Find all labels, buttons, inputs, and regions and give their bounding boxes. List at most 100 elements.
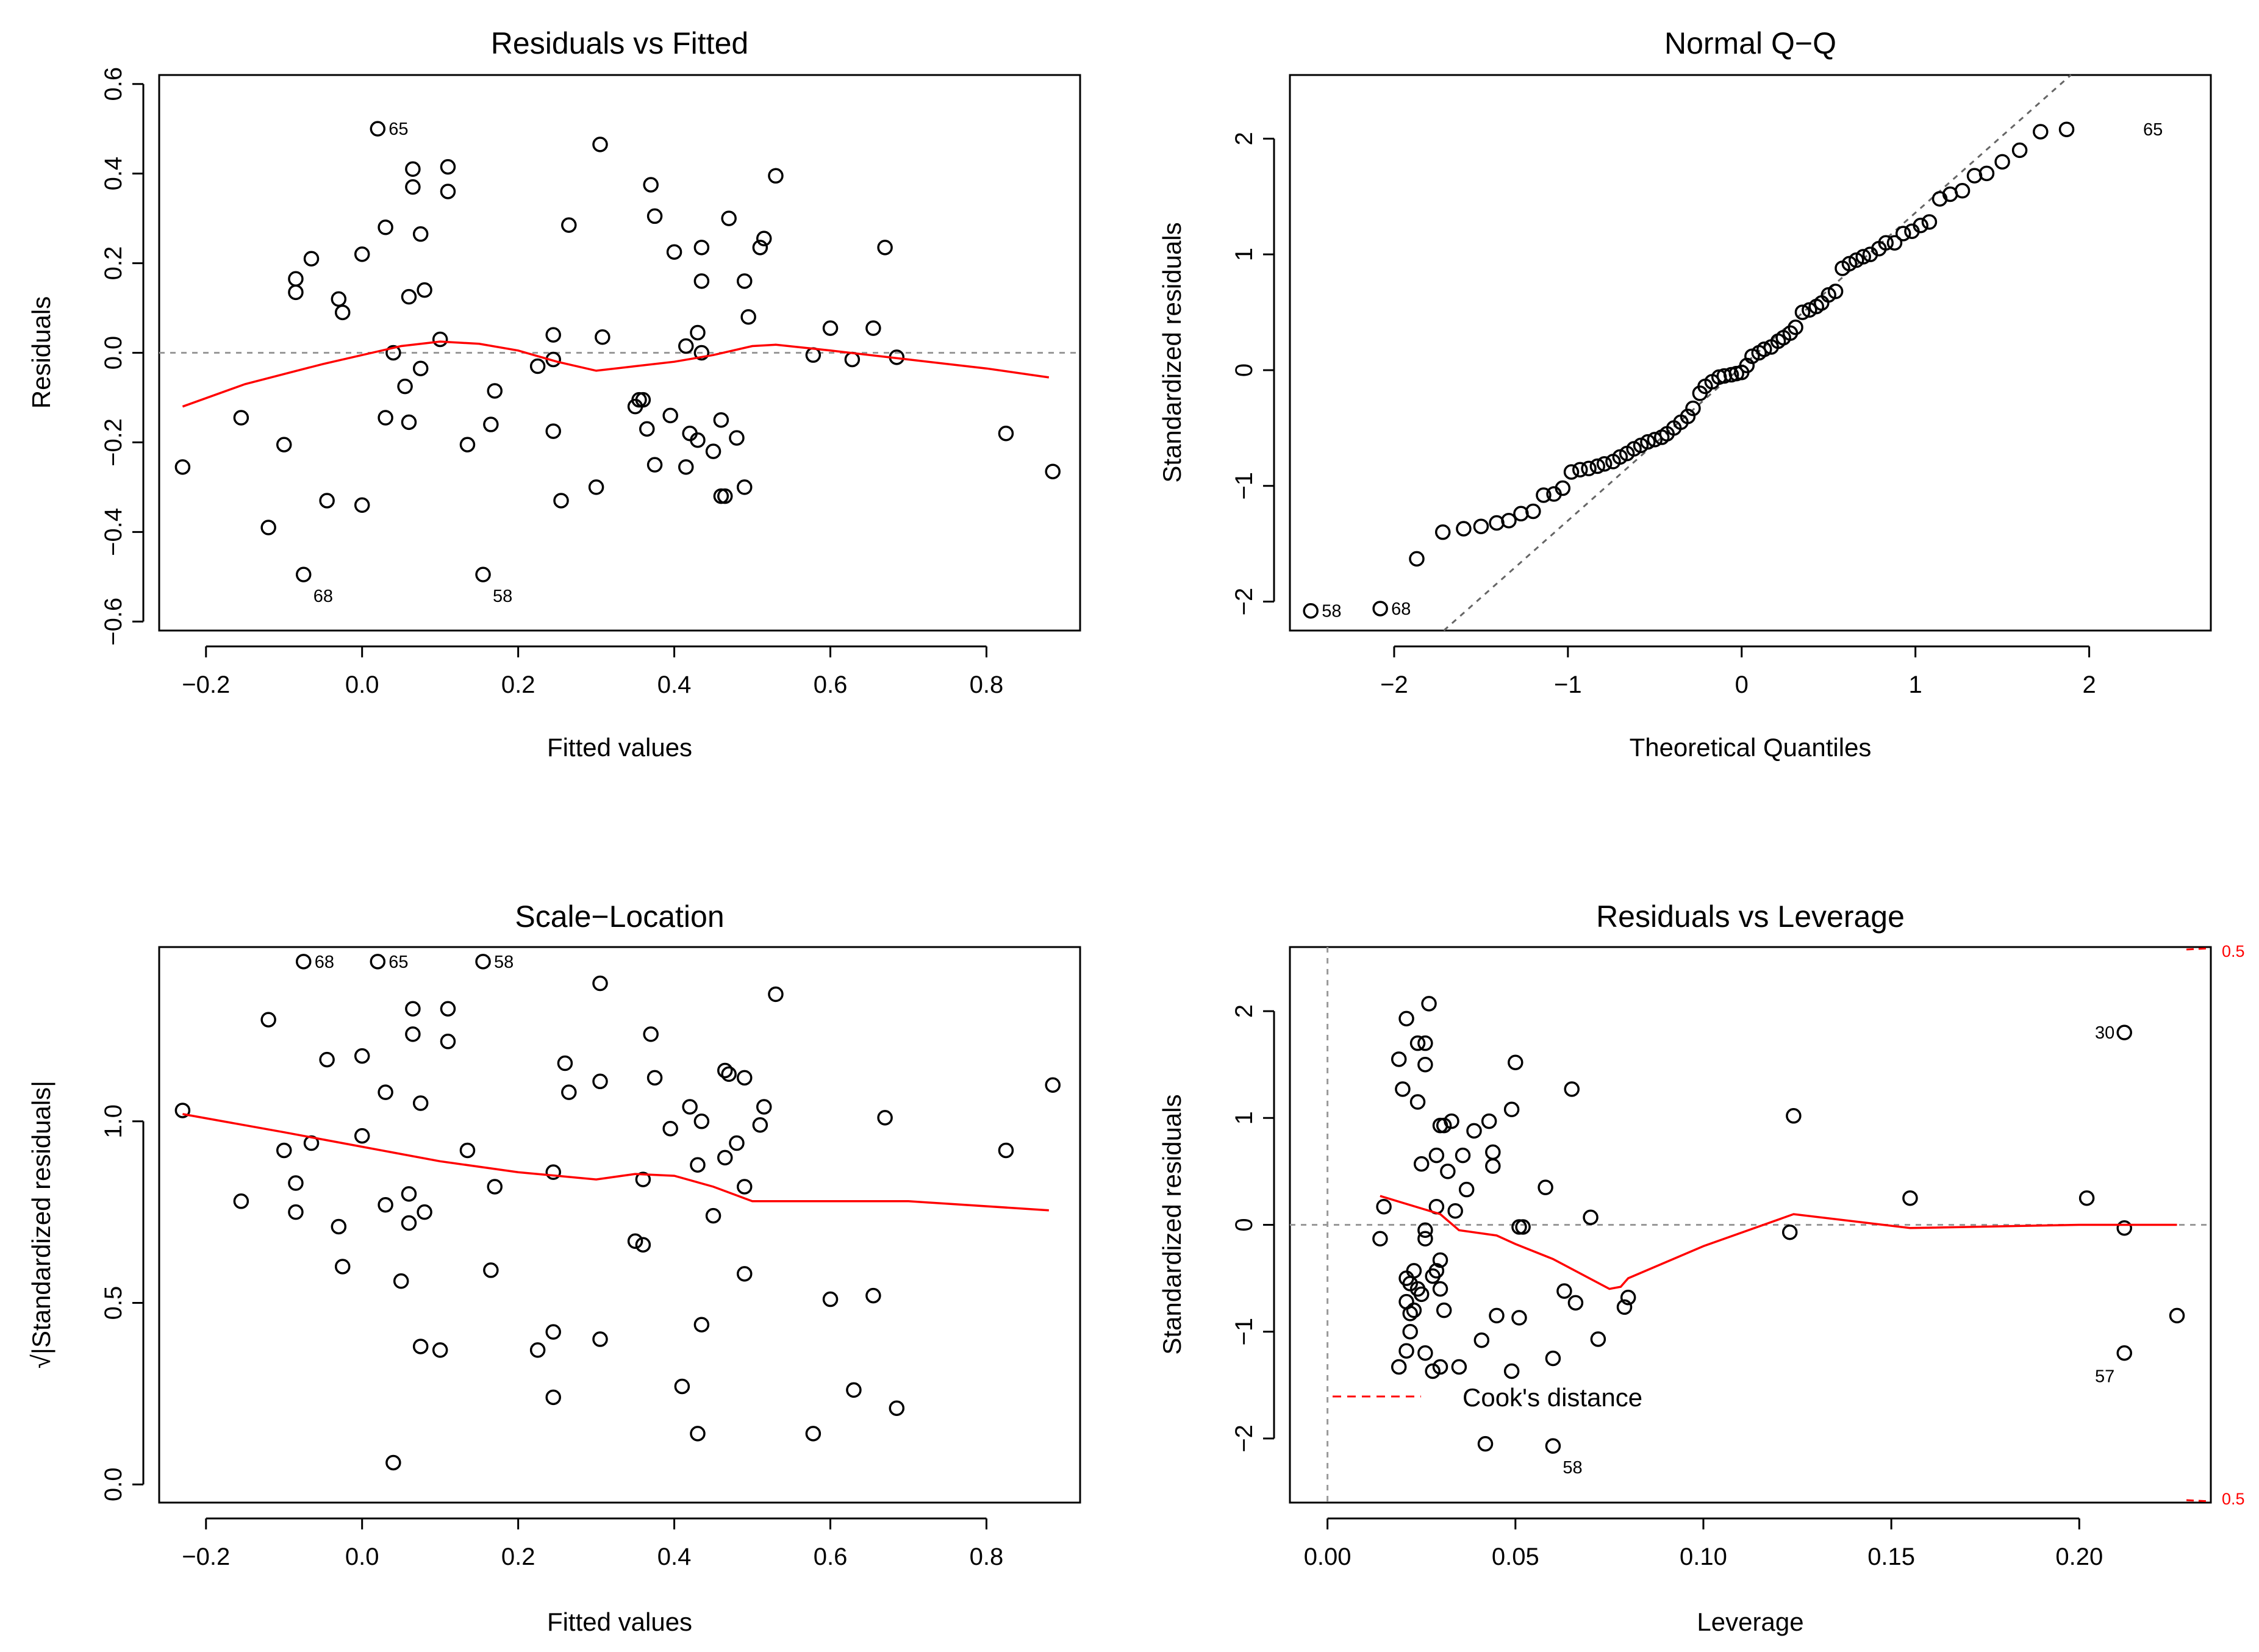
- qq-point: [1978, 165, 1995, 182]
- sl-point: [440, 1001, 456, 1017]
- rvl-point: [1398, 1010, 1414, 1027]
- qq-point: [1895, 226, 1911, 241]
- qq-point: [1489, 515, 1505, 531]
- rvf-point: [693, 345, 710, 361]
- rvl-point: [1503, 1363, 1520, 1379]
- rvl-point: [1402, 1323, 1418, 1340]
- rvl-point: [1620, 1289, 1636, 1306]
- rvf-point: [288, 284, 304, 301]
- rvf-point: [998, 425, 1014, 442]
- rvl-point: [1395, 1081, 1411, 1097]
- sl-point: [483, 1262, 499, 1278]
- sl-point: [393, 1273, 409, 1289]
- rvf-point: [483, 417, 499, 432]
- rvf-point: [877, 240, 893, 256]
- rvf-point: [729, 430, 745, 446]
- qq-point: [1536, 487, 1552, 503]
- rvf-x-label: Fitted values: [547, 733, 692, 762]
- rvf-point: [440, 184, 456, 199]
- rvf-point: [295, 567, 312, 582]
- qq-point: [1473, 518, 1489, 534]
- rvf-point: [690, 432, 706, 448]
- sl-point: [674, 1378, 690, 1395]
- sl-point: [378, 1084, 393, 1100]
- rvf-point: [370, 121, 386, 137]
- sl-point: [627, 1233, 643, 1250]
- rvf-point: [378, 220, 393, 235]
- rvl-point: [1508, 1054, 1523, 1070]
- rvf-point: [646, 457, 663, 473]
- rvl-point: [1402, 1276, 1418, 1292]
- qq-point: [1501, 512, 1517, 529]
- panel-residuals-vs-fitted: Residuals vs Fitted −0.2 0.0 0.2 0.4 0.6 0.8 …: [27, 26, 1081, 762]
- qq-point-label: 58: [1322, 602, 1341, 621]
- sl-y-axis: 0.0 0.5 1.0: [100, 1104, 145, 1501]
- rvl-point: [1391, 1359, 1407, 1375]
- sl-point: [865, 1287, 881, 1304]
- rvl-x-tick-label: 0.10: [1680, 1543, 1727, 1570]
- qq-y-tick-label: 2: [1231, 132, 1258, 145]
- sl-point: [756, 1099, 772, 1115]
- sl-point: [233, 1193, 249, 1209]
- rvl-point: [1511, 1219, 1527, 1235]
- rvf-point: [678, 338, 694, 354]
- sl-point: [545, 1389, 561, 1406]
- sl-point: [998, 1142, 1014, 1159]
- rvl-title: Residuals vs Leverage: [1596, 899, 1905, 934]
- rvl-point: [1511, 1310, 1527, 1326]
- sl-point: [736, 1266, 753, 1282]
- sl-point: [405, 1001, 421, 1017]
- rvf-point: [440, 159, 456, 175]
- rvf-point: [529, 358, 546, 374]
- qq-point: [2033, 124, 2049, 140]
- panel-scale-location: Scale−Location −0.2 0.0 0.2 0.4 0.6 0.8 0.00.…: [27, 899, 1081, 1636]
- rvl-point: [1473, 1332, 1490, 1348]
- rvl-point: [1556, 1283, 1572, 1299]
- rvl-y-tick-label: 2: [1231, 1004, 1258, 1018]
- qq-point: [1827, 284, 1844, 299]
- rvl-x-tick-label: 0.15: [1867, 1543, 1915, 1570]
- rvf-point: [331, 291, 347, 307]
- rvf-y-tick-label: −0.2: [100, 418, 127, 467]
- sl-point: [693, 1317, 710, 1332]
- rvl-y-label: Standardized residuals: [1158, 1094, 1186, 1354]
- rvl-point: [1616, 1299, 1633, 1315]
- qq-point: [1994, 154, 2010, 170]
- sl-point: [417, 1204, 432, 1220]
- sl-point: [592, 1073, 608, 1090]
- sl-point: [557, 1055, 573, 1071]
- rvl-point: [1458, 1181, 1475, 1198]
- rvf-point: [354, 497, 370, 513]
- qq-point: [2058, 121, 2075, 137]
- sl-point: [729, 1135, 745, 1151]
- rvl-y-tick-label: −1: [1231, 1318, 1258, 1346]
- sl-smooth-line: [182, 1113, 1049, 1212]
- rvl-point: [1421, 996, 1437, 1012]
- sl-point-label: 65: [388, 953, 408, 972]
- rvl-point-label: 30: [2095, 1023, 2114, 1043]
- qq-point: [1921, 214, 1938, 230]
- rvf-x-tick-label: 0.2: [501, 671, 535, 698]
- sl-point: [646, 1070, 663, 1086]
- rvl-point: [1567, 1295, 1584, 1311]
- rvf-y-tick-label: 0.0: [100, 336, 127, 370]
- qq-point-label: 68: [1391, 599, 1411, 619]
- rvl-point: [1436, 1302, 1452, 1318]
- rvf-point: [756, 231, 772, 246]
- qq-point: [1581, 460, 1597, 477]
- rvl-x-tick-label: 0.05: [1492, 1543, 1539, 1570]
- sl-plot-area: 68 65 58: [174, 953, 1061, 1471]
- sl-point: [260, 1012, 276, 1028]
- rvl-point: [1409, 1035, 1426, 1051]
- qq-point: [1685, 400, 1701, 417]
- rvf-y-tick-label: 0.6: [100, 67, 127, 101]
- rvl-point: [1466, 1123, 1482, 1139]
- rvf-y-label: Residuals: [27, 296, 55, 409]
- rvf-point: [768, 168, 784, 184]
- rvl-point: [1425, 1363, 1441, 1379]
- rvf-x-tick-label: 0.4: [657, 671, 692, 698]
- rvf-point: [401, 414, 417, 431]
- rvf-x-tick-label: −0.2: [182, 671, 230, 698]
- rvf-point: [545, 327, 561, 343]
- rvl-point: [1391, 1051, 1407, 1067]
